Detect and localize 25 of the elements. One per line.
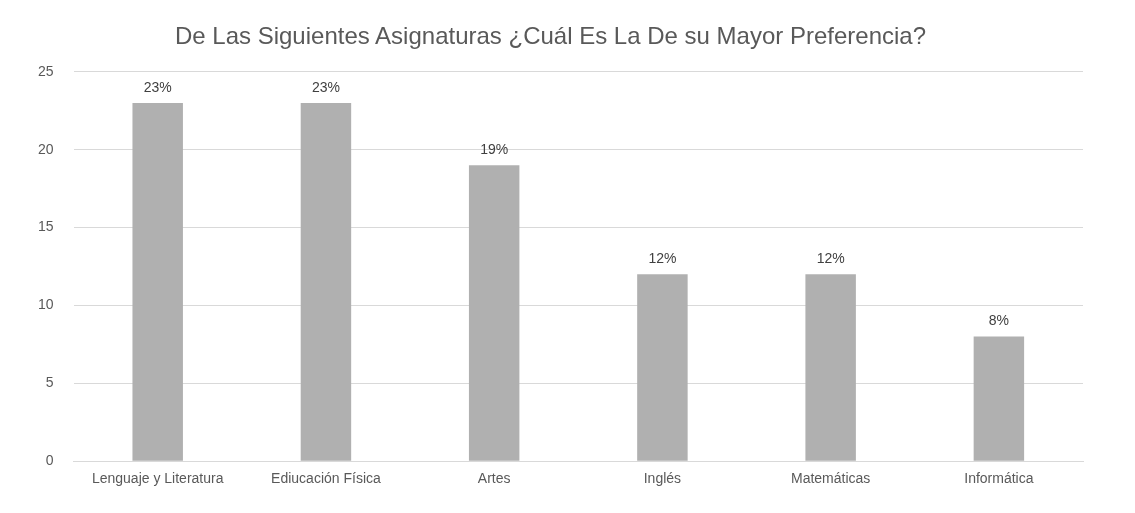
y-tick-label: 0 bbox=[45, 452, 54, 469]
bar bbox=[132, 102, 183, 461]
x-tick-label: Inglés bbox=[643, 470, 682, 487]
y-tick-label: 5 bbox=[45, 374, 54, 391]
bar bbox=[805, 274, 856, 461]
chart-title: De Las Siguientes Asignaturas ¿Cuál Es La De su Mayor Preferencia? bbox=[174, 22, 927, 50]
x-tick-label: Lenguaje y Literatura bbox=[91, 470, 224, 487]
x-tick-label: Ediucación Física bbox=[271, 470, 381, 487]
x-tick-label: Artes bbox=[477, 470, 511, 487]
data-label: 23% bbox=[143, 78, 172, 95]
x-tick-label: Informática bbox=[964, 470, 1034, 487]
data-label: 12% bbox=[816, 250, 845, 267]
bar bbox=[637, 274, 688, 461]
bar bbox=[973, 336, 1025, 461]
data-label: 8% bbox=[988, 312, 1009, 329]
bar bbox=[468, 165, 520, 461]
data-label: 23% bbox=[311, 78, 340, 95]
y-tick-label: 15 bbox=[37, 218, 54, 235]
data-label: 12% bbox=[648, 250, 677, 267]
x-tick-label: Matemáticas bbox=[790, 470, 871, 487]
bar bbox=[300, 102, 352, 461]
y-tick-label: 20 bbox=[37, 140, 54, 157]
y-tick-label: 10 bbox=[37, 296, 54, 313]
data-label: 19% bbox=[480, 141, 509, 158]
y-tick-label: 25 bbox=[37, 62, 54, 79]
